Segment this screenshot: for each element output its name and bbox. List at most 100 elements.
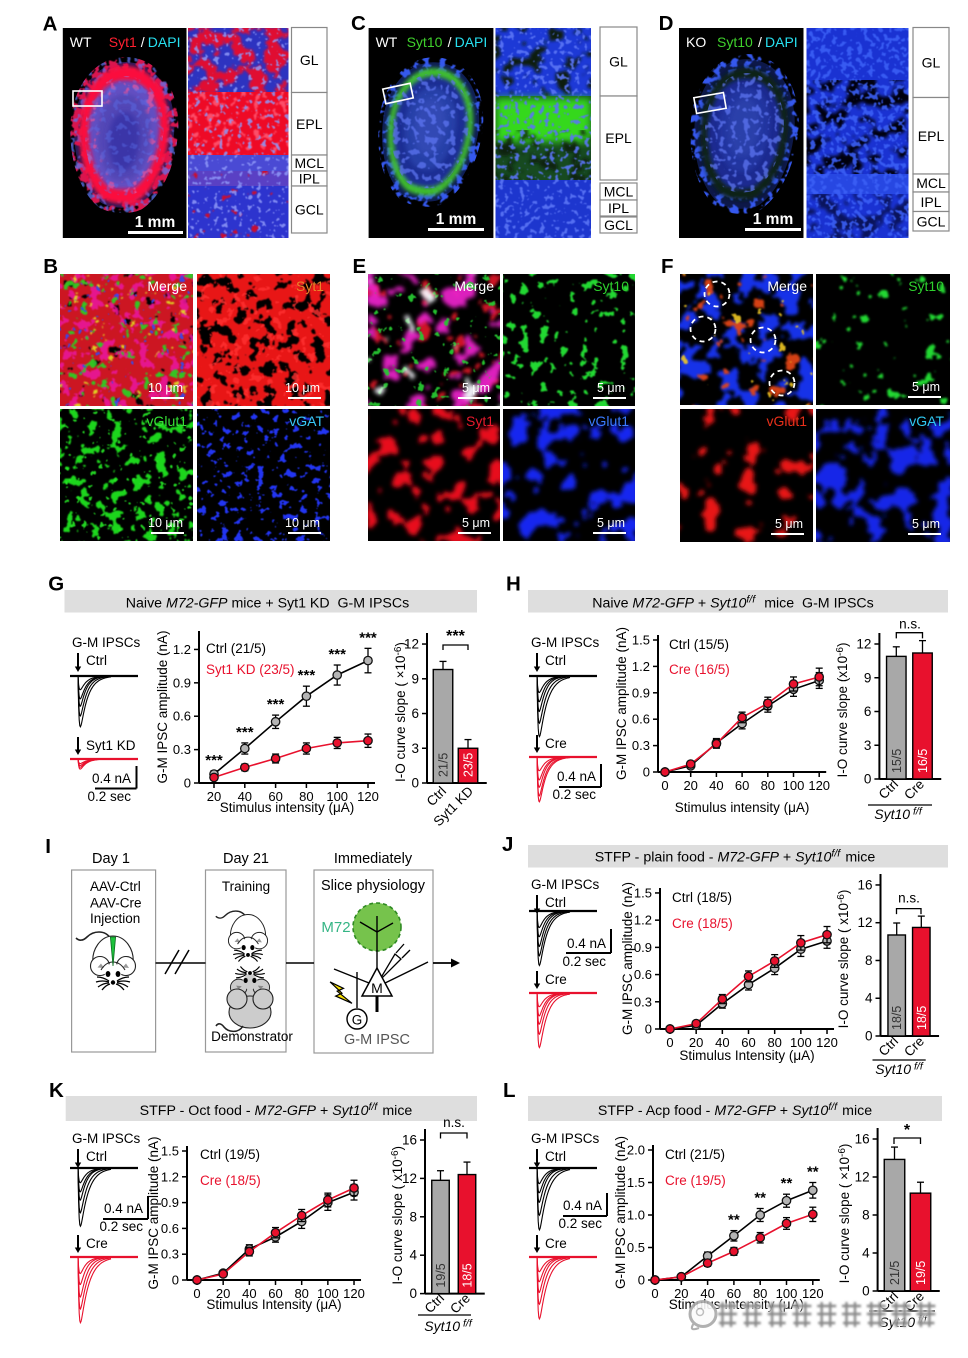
svg-text:19/5: 19/5: [914, 1261, 928, 1285]
svg-text:100: 100: [783, 778, 805, 793]
svg-text:AAV-Ctrl: AAV-Ctrl: [90, 879, 141, 894]
svg-text:G-M IPSC amplitude (nA): G-M IPSC amplitude (nA): [620, 882, 635, 1035]
svg-text:KO: KO: [686, 34, 706, 50]
svg-text:Ctrl: Ctrl: [86, 653, 107, 668]
svg-text:K: K: [49, 1079, 64, 1102]
svg-text:60: 60: [735, 778, 749, 793]
svg-text:0.9: 0.9: [161, 1195, 179, 1210]
svg-text:Cre (19/5): Cre (19/5): [665, 1173, 726, 1188]
svg-text:**: **: [754, 1190, 766, 1207]
svg-text:G-M IPSCs: G-M IPSCs: [531, 877, 600, 892]
svg-text:EPL: EPL: [296, 116, 323, 132]
svg-text:20: 20: [207, 789, 221, 804]
svg-text:Syt1 KD (23/5): Syt1 KD (23/5): [206, 662, 295, 677]
svg-text:n.s.: n.s.: [899, 617, 921, 632]
svg-text:5 μm: 5 μm: [775, 517, 803, 531]
svg-text:80: 80: [767, 1035, 781, 1050]
svg-text:1 mm: 1 mm: [436, 211, 477, 228]
svg-text:6: 6: [411, 706, 419, 721]
svg-text:Day 21: Day 21: [223, 851, 269, 867]
svg-text:1.5: 1.5: [632, 633, 650, 648]
svg-text:0.2 sec: 0.2 sec: [87, 789, 131, 804]
svg-text:120: 120: [808, 778, 830, 793]
svg-text:**: **: [807, 1164, 819, 1181]
svg-text:Cre: Cre: [545, 972, 567, 987]
svg-text:5 μm: 5 μm: [597, 381, 625, 395]
svg-text:12: 12: [402, 1171, 417, 1186]
svg-text:GCL: GCL: [917, 213, 946, 229]
svg-text:Cre: Cre: [86, 1236, 108, 1251]
svg-text:0.2 sec: 0.2 sec: [558, 1216, 602, 1231]
svg-text:0.2 sec: 0.2 sec: [552, 787, 596, 802]
svg-text:EPL: EPL: [605, 130, 632, 146]
svg-text:D: D: [659, 12, 674, 35]
svg-text:Syt10: Syt10: [717, 34, 753, 50]
svg-text:0.9: 0.9: [632, 685, 650, 700]
svg-text:0: 0: [409, 1286, 417, 1301]
svg-text:G-M IPSC: G-M IPSC: [344, 1032, 410, 1048]
svg-text:G-M IPSCs: G-M IPSCs: [531, 635, 600, 650]
svg-text:G-M IPSCs: G-M IPSCs: [72, 1131, 141, 1146]
svg-text:10 μm: 10 μm: [148, 516, 183, 530]
svg-text:/: /: [448, 34, 452, 50]
svg-text:0: 0: [666, 1035, 673, 1050]
svg-text:I-O curve slope ( ×10-6): I-O curve slope ( ×10-6): [393, 642, 408, 782]
svg-text:1 mm: 1 mm: [753, 211, 794, 228]
svg-text:L: L: [503, 1079, 516, 1102]
svg-text:18/5: 18/5: [461, 1263, 475, 1287]
svg-text:0.9: 0.9: [173, 675, 191, 690]
svg-text:Ctrl (18/5): Ctrl (18/5): [672, 890, 732, 905]
svg-text:MCL: MCL: [916, 175, 946, 191]
svg-text:10 μm: 10 μm: [285, 381, 320, 395]
svg-text:Ctrl: Ctrl: [86, 1149, 107, 1164]
svg-text:12: 12: [857, 915, 872, 930]
svg-text:20: 20: [689, 1035, 703, 1050]
svg-text:4: 4: [409, 1248, 417, 1263]
svg-text:***: ***: [205, 752, 223, 769]
svg-text:8: 8: [865, 953, 873, 968]
svg-text:G: G: [352, 1013, 363, 1028]
svg-text:STFP - plain food - M72-GFP +: STFP - plain food - M72-GFP + Syt10f/f m…: [595, 848, 876, 866]
svg-text:100: 100: [790, 1035, 812, 1050]
svg-text:***: ***: [267, 696, 285, 713]
svg-text:9: 9: [864, 670, 872, 685]
svg-text:100: 100: [776, 1286, 798, 1301]
svg-text:Merge: Merge: [147, 278, 187, 294]
svg-text:GL: GL: [922, 55, 941, 71]
svg-text:n.s.: n.s.: [898, 891, 920, 906]
svg-text:Stimulus intensity (μA): Stimulus intensity (μA): [675, 800, 810, 815]
svg-text:Immediately: Immediately: [334, 851, 413, 867]
svg-text:G-M IPSC amplitude (nA): G-M IPSC amplitude (nA): [155, 630, 170, 783]
svg-text:GL: GL: [609, 54, 628, 70]
svg-text:Syt1: Syt1: [296, 278, 324, 294]
svg-text:0: 0: [645, 1022, 652, 1037]
svg-text:80: 80: [761, 778, 775, 793]
svg-text:8: 8: [409, 1209, 417, 1224]
svg-text:0.6: 0.6: [161, 1221, 179, 1236]
svg-text:120: 120: [802, 1286, 824, 1301]
svg-text:9: 9: [411, 671, 419, 686]
svg-text:0.2 sec: 0.2 sec: [99, 1219, 143, 1234]
svg-text:120: 120: [357, 789, 379, 804]
svg-text:100: 100: [317, 1286, 339, 1301]
svg-text:I: I: [45, 835, 51, 858]
svg-text:G-M IPSCs: G-M IPSCs: [72, 635, 141, 650]
svg-text:Syt10: Syt10: [593, 278, 629, 294]
svg-text:M72: M72: [321, 919, 350, 936]
svg-text:Cre (16/5): Cre (16/5): [669, 662, 730, 677]
svg-text:1.5: 1.5: [627, 1175, 645, 1190]
svg-text:0: 0: [661, 778, 668, 793]
svg-text:3: 3: [864, 738, 872, 753]
svg-text:20: 20: [216, 1286, 230, 1301]
svg-text:1.5: 1.5: [161, 1144, 179, 1159]
svg-text:0.4 nA: 0.4 nA: [563, 1198, 602, 1213]
svg-text:Stimulus intensity (μA): Stimulus intensity (μA): [220, 800, 355, 815]
svg-text:G-M IPSC amplitude (nA): G-M IPSC amplitude (nA): [146, 1136, 161, 1289]
svg-text:C: C: [351, 12, 366, 35]
svg-text:1.5: 1.5: [634, 885, 652, 900]
svg-text:J: J: [502, 833, 513, 856]
svg-text:Ctrl: Ctrl: [545, 653, 566, 668]
svg-text:6: 6: [864, 704, 872, 719]
svg-text:0: 0: [638, 1273, 645, 1288]
svg-text:IPL: IPL: [920, 194, 941, 210]
